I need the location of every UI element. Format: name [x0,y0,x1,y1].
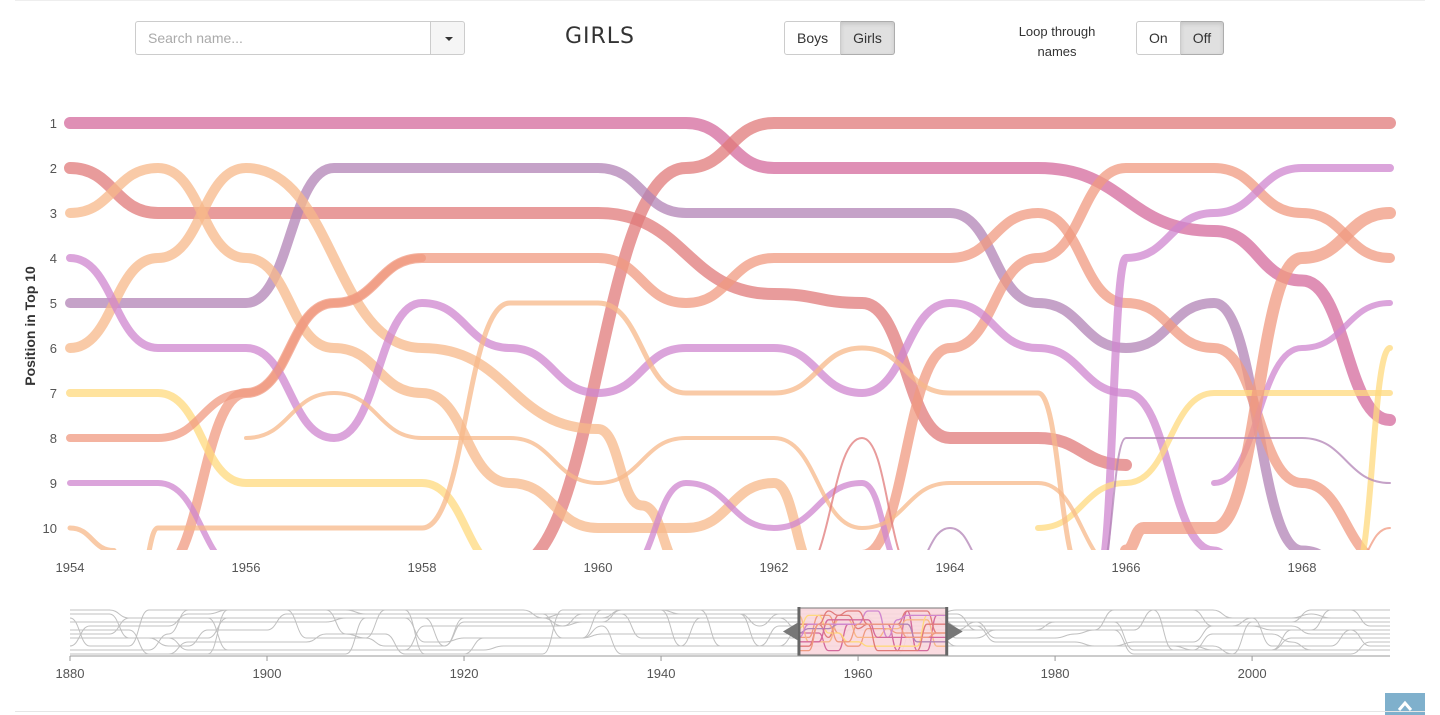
overview-tick-label: 1900 [253,666,282,681]
y-axis: 1 2 3 4 5 6 7 8 9 10 [43,116,57,536]
loop-toggle: On Off [1136,21,1225,55]
brush-line [798,623,947,652]
overview-tick-label: 2000 [1238,666,1267,681]
overview-context[interactable]: 1880 1900 1920 1940 1960 1980 2000 [56,607,1390,681]
overview-tick-label: 1880 [56,666,85,681]
search-dropdown-button[interactable] [430,21,465,55]
y-tick-label: 3 [50,206,57,221]
overview-tick-label: 1960 [844,666,873,681]
overview-x-axis: 1880 1900 1920 1940 1960 1980 2000 [56,655,1390,681]
overview-line [70,613,1390,655]
series-line-10[interactable] [1100,163,1394,573]
y-tick-label: 9 [50,476,57,491]
girls-button[interactable]: Girls [841,21,895,55]
series-line-11[interactable] [67,479,246,573]
scroll-top-button[interactable] [1385,693,1425,715]
bottom-rule [15,711,1425,712]
main-series-layer [64,116,1396,573]
overview-line [70,613,1390,651]
overview-brush[interactable] [782,607,963,656]
brush-handle-right[interactable] [945,607,949,656]
overview-line [70,609,1390,647]
x-tick-label: 1954 [56,560,85,575]
series-line-17[interactable] [67,525,117,551]
y-tick-label: 4 [50,251,57,266]
series-line-1[interactable] [64,116,1396,426]
overview-tick-label: 1940 [647,666,676,681]
x-tick-label: 1960 [584,560,613,575]
overview-tick-label: 1980 [1041,666,1070,681]
loop-label: Loop through names [1018,24,1096,59]
overview-line [70,609,1390,655]
series-line-14[interactable] [66,388,510,573]
overview-line [70,609,1390,655]
y-tick-label: 6 [50,341,57,356]
brush-handle-left[interactable] [797,607,801,656]
series-line-4[interactable] [65,162,1346,564]
y-tick-label: 7 [50,386,57,401]
series-line-23[interactable] [906,527,994,573]
y-tick-label: 8 [50,431,57,446]
x-tick-label: 1958 [408,560,437,575]
series-line-16[interactable] [1355,345,1393,573]
overview-line [70,609,1390,647]
series-line-19[interactable] [244,391,1126,573]
y-tick-label: 2 [50,161,57,176]
series-line-8[interactable] [861,162,1395,555]
x-tick-label: 1966 [1112,560,1141,575]
series-line-21[interactable] [1120,207,1396,551]
series-line-24[interactable] [1100,436,1391,573]
series-line-20[interactable] [66,254,426,443]
series-line-2[interactable] [64,162,1132,471]
series-line-15[interactable] [1035,389,1393,531]
series-line-18[interactable] [140,300,1082,573]
y-tick-label: 5 [50,296,57,311]
series-line-6[interactable] [65,163,818,573]
overview-lines [70,609,1390,655]
loop-on-button[interactable]: On [1136,21,1181,55]
series-line-3[interactable] [510,116,1396,569]
brush-left-arrow-icon[interactable] [782,622,798,641]
caret-down-icon [445,37,453,41]
x-tick-label: 1962 [760,560,789,575]
y-axis-label: Position in Top 10 [22,266,38,386]
x-tick-label: 1968 [1288,560,1317,575]
loop-off-button[interactable]: Off [1180,21,1225,55]
series-line-22[interactable] [800,437,914,573]
brush-right-arrow-icon[interactable] [947,622,963,641]
overview-line [70,609,1390,655]
y-tick-label: 10 [43,521,57,536]
top-rule [15,0,1425,1]
x-tick-label: 1964 [936,560,965,575]
arrow-up-icon [1397,700,1413,711]
page-title: GIRLS [564,24,636,49]
overview-tick-label: 1920 [450,666,479,681]
x-tick-label: 1956 [232,560,261,575]
gender-toggle: Boys Girls [784,21,895,55]
overview-line [70,609,1390,655]
x-axis: 1954 1956 1958 1960 1962 1964 1966 1968 [56,560,1317,575]
series-line-12[interactable] [624,480,906,573]
overview-line [70,609,1390,651]
name-search[interactable] [135,21,465,55]
boys-button[interactable]: Boys [784,21,842,55]
search-input[interactable] [135,21,431,55]
y-tick-label: 1 [50,116,57,131]
series-line-25[interactable] [1346,527,1391,573]
